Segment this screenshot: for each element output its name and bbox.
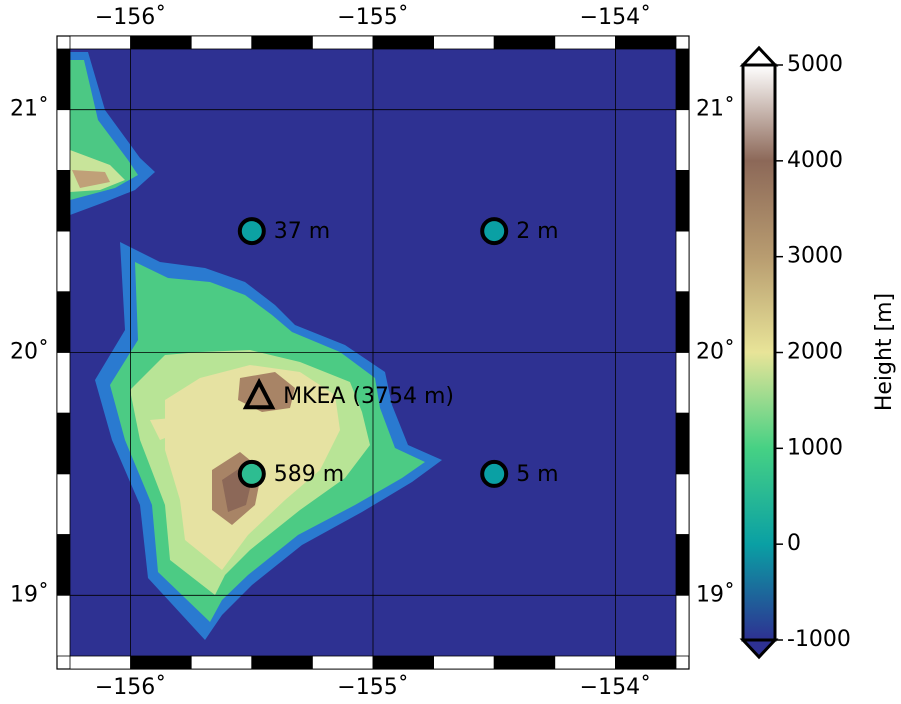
colorbar-tick-label: 0 [787,531,801,556]
lon-tick-label: −155˚ [337,5,408,30]
frame-segment [676,110,689,171]
frame-segment [57,535,70,596]
colorbar-overflow [743,48,775,65]
station-marker [240,219,264,243]
frame-segment [312,656,373,669]
frame-segment [676,595,689,656]
station-marker [482,462,506,486]
frame-segment [676,413,689,474]
colorbar-tick-label: 3000 [787,244,843,269]
frame-segment [70,36,131,49]
frame-segment [434,36,495,49]
frame-segment [57,292,70,353]
frame-segment [57,595,70,656]
station-marker [482,219,506,243]
frame-segment [434,656,495,669]
frame-segment [57,231,70,292]
frame-segment [676,353,689,414]
lon-tick-label: −154˚ [580,675,651,700]
colorbar-label: Height [m] [872,293,897,411]
colorbar-tick-label: -1000 [787,627,851,652]
lat-tick-label: 19˚ [10,582,49,607]
summit-label: MKEA (3754 m) [283,384,454,409]
frame-segment [555,656,616,669]
frame-segment [676,535,689,596]
station-label: 37 m [274,219,330,244]
colorbar-underflow [743,640,775,657]
frame-segment [676,170,689,231]
frame-segment [57,170,70,231]
frame-segment [252,36,313,49]
frame-segment [615,656,676,669]
frame-segment [676,231,689,292]
colorbar-tick-label: 5000 [787,52,843,77]
frame-segment [57,413,70,474]
station-marker [240,462,264,486]
frame-segment [312,36,373,49]
frame-segment [494,36,555,49]
frame-segment [555,36,616,49]
frame-segment [494,656,555,669]
frame-segment [373,36,434,49]
frame-segment [131,656,192,669]
station-label: 5 m [516,462,558,487]
colorbar [743,65,775,640]
lon-tick-label: −155˚ [337,675,408,700]
frame-segment [131,36,192,49]
frame-segment [676,292,689,353]
lat-tick-label: 21˚ [696,97,735,122]
frame-segment [57,49,70,110]
frame-segment [57,110,70,171]
lon-tick-label: −156˚ [95,5,166,30]
lat-tick-label: 20˚ [10,340,49,365]
frame-segment [191,656,252,669]
colorbar-tick-label: 1000 [787,435,843,460]
frame-segment [57,353,70,414]
lon-tick-label: −154˚ [580,5,651,30]
frame-segment [252,656,313,669]
frame-segment [191,36,252,49]
lon-tick-label: −156˚ [95,675,166,700]
lat-tick-label: 19˚ [696,582,735,607]
lat-tick-label: 21˚ [10,97,49,122]
frame-segment [57,474,70,535]
colorbar-tick-label: 2000 [787,340,843,365]
frame-segment [70,656,131,669]
station-label: 2 m [516,219,558,244]
station-label: 589 m [274,462,344,487]
map-figure: −156˚ −156˚ −155˚ −155˚ −154˚ −154˚ 19˚ 19˚ 20˚ 2… [0,0,901,704]
frame-segment [676,474,689,535]
lat-tick-label: 20˚ [696,340,735,365]
frame-segment [676,49,689,110]
frame-segment [615,36,676,49]
frame-segment [373,656,434,669]
colorbar-tick-label: 4000 [787,148,843,173]
